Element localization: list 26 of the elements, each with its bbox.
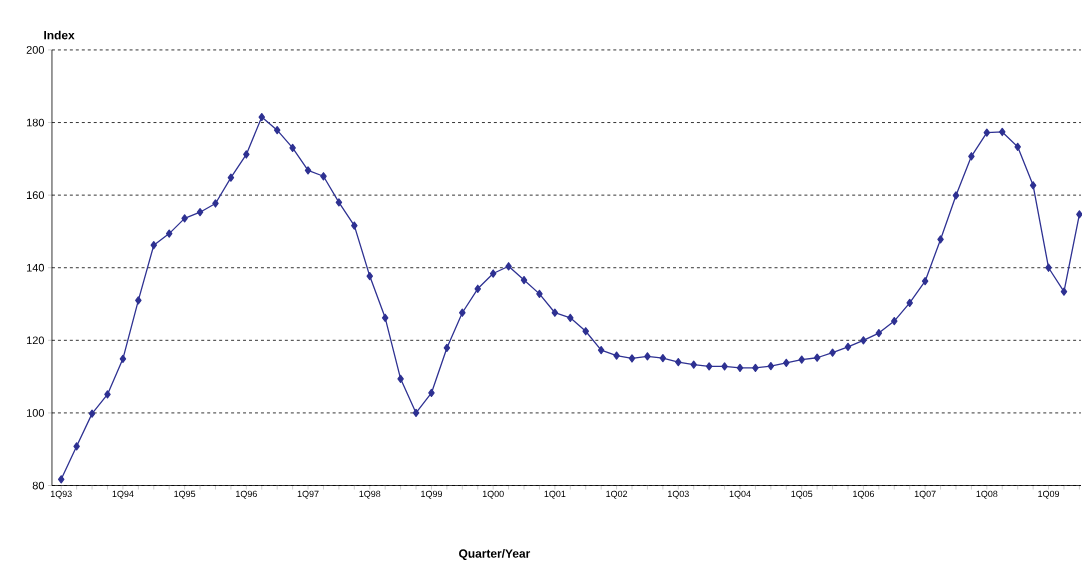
x-tick-label: 1Q01 xyxy=(544,490,566,499)
x-tick-label: 1Q02 xyxy=(606,490,628,499)
x-tick-label: 1Q07 xyxy=(914,490,936,499)
y-tick-label: 160 xyxy=(27,191,44,199)
x-tick-label: 1Q09 xyxy=(1038,490,1060,499)
x-tick-label: 1Q97 xyxy=(297,490,319,499)
y-axis-title: Index xyxy=(44,30,75,40)
x-tick-label: 1Q08 xyxy=(976,490,998,499)
x-tick-label: 1Q00 xyxy=(482,490,504,499)
y-tick-label: 120 xyxy=(27,336,44,344)
y-tick-label: 200 xyxy=(26,45,44,54)
y-tick-label: 80 xyxy=(32,481,44,490)
x-axis-title: Quarter/Year xyxy=(459,548,531,560)
x-tick-label: 1Q99 xyxy=(421,490,442,499)
x-tick-label: 1Q94 xyxy=(112,490,134,499)
y-tick-label: 180 xyxy=(27,118,44,127)
y-tick-label: 140 xyxy=(27,263,44,272)
y-tick-label: 100 xyxy=(27,408,44,417)
x-tick-label: 1Q06 xyxy=(853,490,874,499)
x-tick-label: 1Q98 xyxy=(359,490,381,499)
x-tick-label: 1Q96 xyxy=(236,490,257,499)
x-tick-label: 1Q93 xyxy=(50,490,72,499)
x-tick-label: 1Q04 xyxy=(729,490,751,499)
x-tick-label: 1Q95 xyxy=(174,490,196,499)
x-tick-label: 1Q05 xyxy=(791,490,813,499)
x-tick-label: 1Q03 xyxy=(668,490,689,499)
